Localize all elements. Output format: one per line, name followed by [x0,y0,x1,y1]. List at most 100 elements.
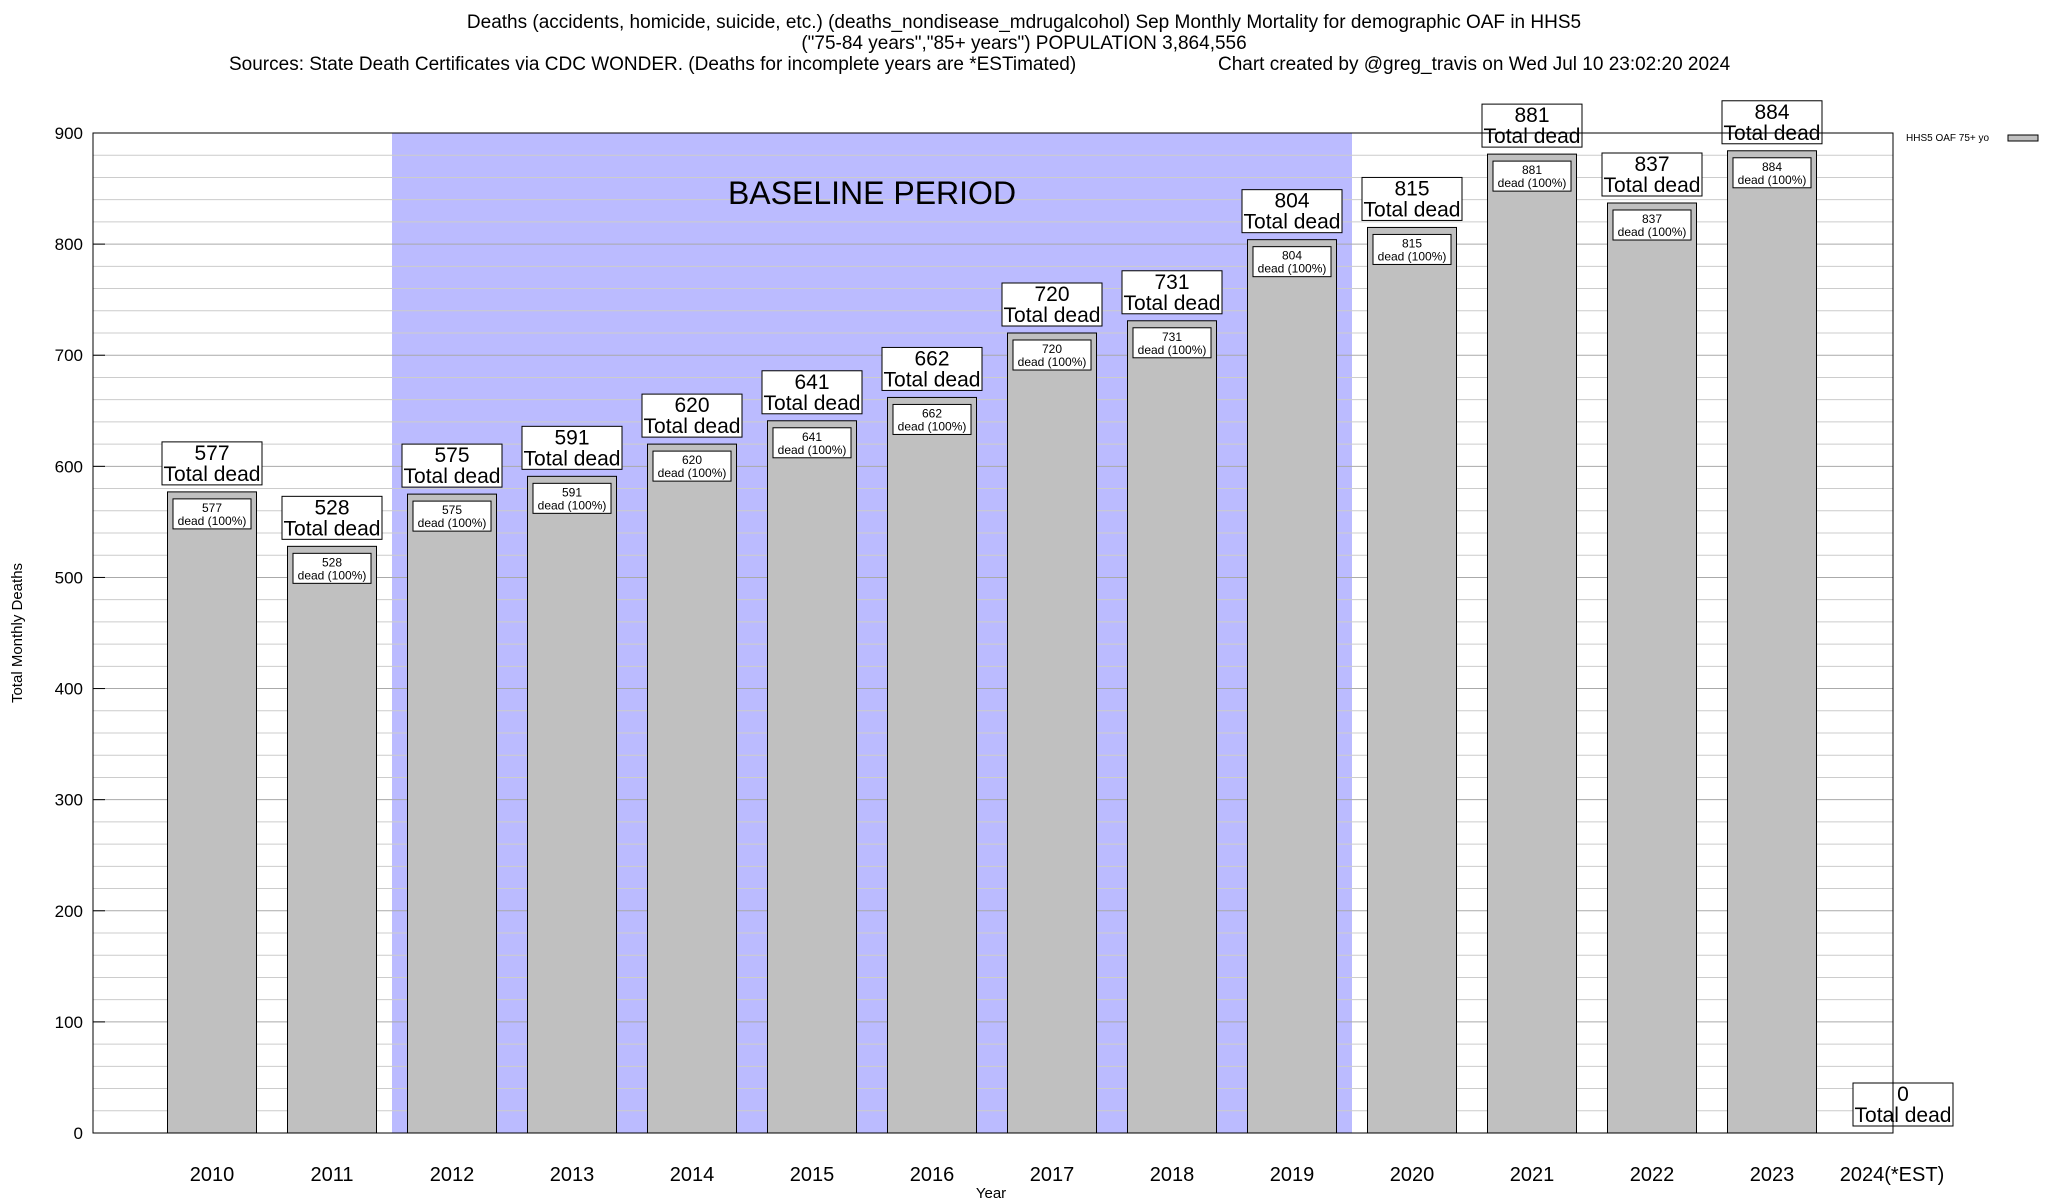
bar-inner-percent-label: dead (100%) [1498,176,1567,190]
bar-inner-value-label: 881 [1522,163,1542,177]
bar-inner-label-box [1732,157,1812,189]
bar-top-value-label: 815 [1394,177,1429,200]
bar-top-value-label: 577 [194,442,229,465]
bar [1607,202,1697,1134]
bar-inner-percent-label: dead (100%) [1138,343,1207,357]
bar-inner-label-box [1492,160,1572,192]
title-line-1: Deaths (accidents, homicide, suicide, et… [466,12,1582,33]
bar-inner-value-label: 620 [682,453,702,467]
bar [167,491,257,1134]
bar [1247,239,1337,1134]
bar [287,545,377,1134]
bar [1007,332,1097,1134]
bar-top-label-box [641,393,743,438]
bar-top-label-box [1361,176,1463,221]
bar-top-value-label: 528 [314,496,349,519]
bar-top-label-box [1121,270,1223,315]
y-tick-label: 200 [55,902,83,921]
bar-inner-value-label: 720 [1042,342,1062,356]
bar-top-value-label: 804 [1274,190,1309,213]
bar-top-value-label: 837 [1634,153,1669,176]
bar-top-value-label: 641 [794,371,829,394]
y-tick-label: 400 [55,680,83,699]
bar [887,396,977,1134]
bar [407,493,497,1134]
bar-inner-value-label: 641 [802,430,822,444]
plot-frame [92,132,1894,1134]
bar-inner-value-label: 731 [1162,330,1182,344]
bar-top-total-label: Total dead [404,465,501,488]
bar-top-label-box [161,441,263,486]
bar-top-value-label: 662 [914,347,949,370]
x-tick-label: 2018 [1150,1164,1195,1186]
title-line-2: ("75-84 years","85+ years") POPULATION 3… [801,33,1247,54]
bar-inner-label-box [292,552,372,584]
x-tick-label: 2021 [1510,1164,1555,1186]
bar-inner-label-box [172,498,252,530]
bar [1487,153,1577,1134]
bar-top-label-box [1601,152,1703,197]
x-tick-label: 2015 [790,1164,835,1186]
y-tick-label: 600 [55,457,83,476]
bar-inner-percent-label: dead (100%) [898,419,967,433]
bar-inner-percent-label: dead (100%) [178,514,247,528]
bar-inner-value-label: 884 [1762,160,1782,174]
x-tick-label: 2017 [1030,1164,1075,1186]
chart-credit: Chart created by @greg_travis on Wed Jul… [1218,54,1731,75]
bar-inner-value-label: 528 [322,555,342,569]
sources-note: Sources: State Death Certificates via CD… [229,54,1077,75]
bar-top-total-label: Total dead [1244,211,1341,234]
bar-inner-percent-label: dead (100%) [1258,262,1327,276]
bar-top-value-label: 731 [1154,271,1189,294]
y-tick-label: 500 [55,568,83,587]
legend-label: HHS5 OAF 75+ yo [1906,133,1990,144]
bar-top-label-box [1852,1082,1954,1127]
bar-top-value-label: 884 [1754,101,1789,124]
bar-top-label-box [881,346,983,391]
bar-inner-label-box [532,482,612,514]
bar-top-label-box [281,495,383,540]
bar-inner-percent-label: dead (100%) [778,443,847,457]
bar-inner-value-label: 575 [442,503,462,517]
bar-inner-value-label: 591 [562,485,582,499]
bar-inner-value-label: 577 [202,501,222,515]
bar-inner-percent-label: dead (100%) [418,516,487,530]
bar-inner-percent-label: dead (100%) [1018,355,1087,369]
bar-inner-percent-label: dead (100%) [298,568,367,582]
y-tick-label: 300 [55,791,83,810]
bar-top-value-label: 720 [1034,283,1069,306]
bar-inner-label-box [772,427,852,459]
y-tick-label: 800 [55,235,83,254]
bar-inner-value-label: 662 [922,406,942,420]
bar-inner-value-label: 815 [1402,236,1422,250]
legend-swatch [2007,134,2039,142]
bar-top-total-label: Total dead [284,517,381,540]
bar-top-label-box [1241,189,1343,234]
bar [767,420,857,1134]
bar-top-total-label: Total dead [1484,125,1581,148]
bar [1727,150,1817,1134]
bar-top-label-box [1001,282,1103,327]
bar-top-total-label: Total dead [884,368,981,391]
bar-top-label-box [521,425,623,470]
bar-inner-label-box [892,403,972,435]
x-tick-label: 2011 [310,1164,353,1186]
bar-inner-value-label: 837 [1642,212,1662,226]
bar [647,443,737,1134]
bar-top-value-label: 591 [554,426,589,449]
y-tick-label: 700 [55,346,83,365]
bar-top-total-label: Total dead [764,392,861,415]
x-tick-label: 2014 [670,1164,715,1186]
bar-top-value-label: 881 [1514,104,1549,127]
bar-top-total-label: Total dead [1004,304,1101,327]
x-tick-label: 2022 [1630,1164,1675,1186]
bar-inner-label-box [412,500,492,532]
y-tick-label: 100 [55,1013,83,1032]
x-tick-label: 2010 [190,1164,235,1186]
bar-inner-label-box [1372,233,1452,265]
bar-inner-percent-label: dead (100%) [658,466,727,480]
bar [1367,226,1457,1134]
bar-inner-value-label: 804 [1282,249,1302,263]
bar-top-total-label: Total dead [644,415,741,438]
bar-inner-percent-label: dead (100%) [1618,225,1687,239]
